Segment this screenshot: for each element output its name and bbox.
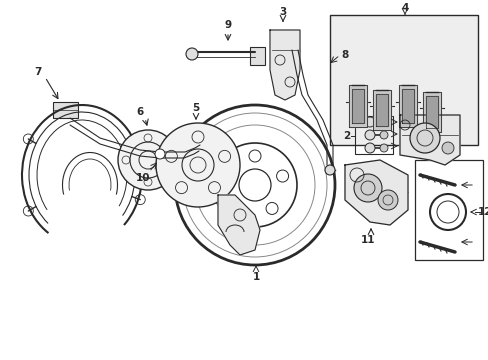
Circle shape [155,149,164,159]
Polygon shape [345,160,407,225]
Bar [329,15,477,145]
Circle shape [325,165,334,175]
Polygon shape [375,94,387,126]
Text: 2: 2 [343,131,350,141]
Text: 10: 10 [136,173,150,183]
Circle shape [409,123,439,153]
Text: 11: 11 [360,235,374,245]
Circle shape [441,142,453,154]
Circle shape [353,174,381,202]
Circle shape [379,144,387,152]
Text: 4: 4 [401,3,408,13]
Circle shape [379,118,387,126]
Text: 7: 7 [34,67,41,77]
Circle shape [118,130,178,190]
Bar [249,47,264,65]
Circle shape [156,123,240,207]
Bar [53,102,78,118]
Circle shape [364,117,374,127]
Polygon shape [348,85,366,127]
Bar [354,116,392,154]
Polygon shape [351,89,364,123]
Bar [414,160,482,260]
Text: 12: 12 [477,207,488,217]
Circle shape [379,131,387,139]
Polygon shape [399,115,459,165]
Text: 3: 3 [279,7,286,17]
Text: 6: 6 [136,107,143,117]
Text: 5: 5 [192,103,199,113]
Text: 8: 8 [341,50,348,60]
Circle shape [364,130,374,140]
Circle shape [377,190,397,210]
Text: 1: 1 [252,272,259,282]
Circle shape [364,143,374,153]
Polygon shape [398,85,416,127]
Text: 9: 9 [224,20,231,30]
Circle shape [185,48,198,60]
Polygon shape [269,30,299,100]
Polygon shape [218,195,260,255]
Polygon shape [422,92,440,132]
Polygon shape [372,90,390,130]
Polygon shape [425,96,437,128]
Polygon shape [401,89,413,123]
